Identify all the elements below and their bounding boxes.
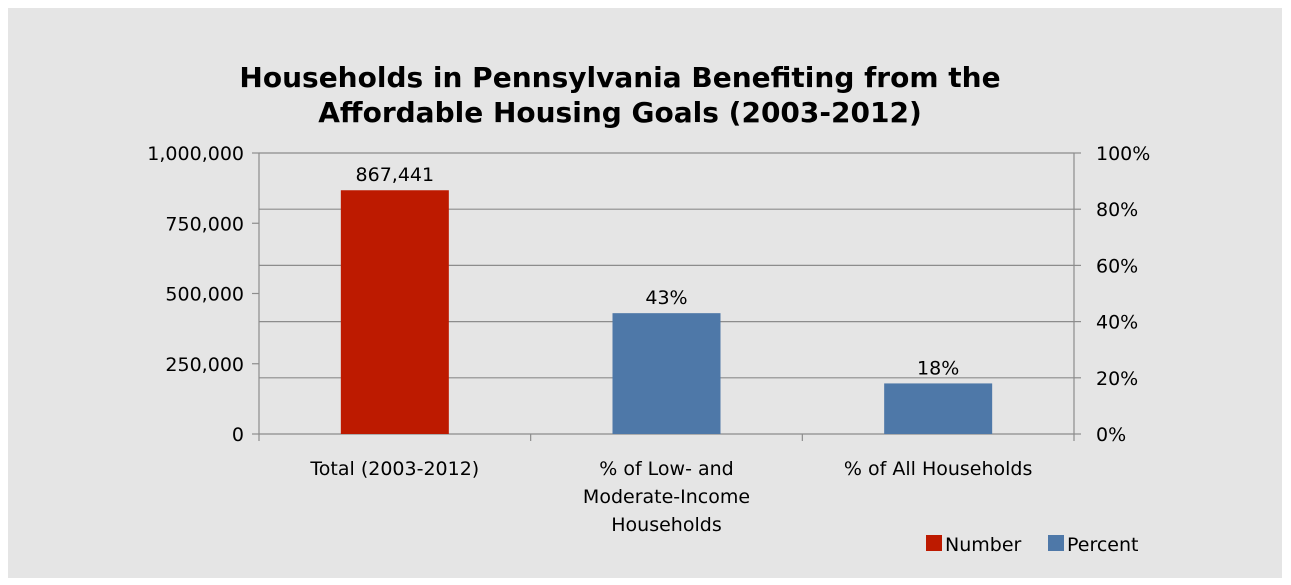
left-tick-label: 500,000 <box>165 284 244 306</box>
bar-percent <box>612 313 721 434</box>
chart-area: 867,441 43% 18% 0 250,000 500,000 750,000 1,00… <box>8 8 1282 578</box>
data-label-percent: 43% <box>645 287 687 309</box>
left-tick-label: 250,000 <box>165 354 244 376</box>
right-tick-label: 80% <box>1096 199 1138 221</box>
chart-title-line-2: Affordable Housing Goals (2003-2012) <box>318 96 922 129</box>
left-tick-label: 1,000,000 <box>147 143 244 165</box>
bar-number <box>340 190 449 434</box>
right-tick-label: 40% <box>1096 312 1138 334</box>
right-tick-label: 0% <box>1096 424 1126 446</box>
data-label-number: 867,441 <box>356 164 435 186</box>
legend-label-percent: Percent <box>1067 534 1139 556</box>
category-label: % of All Households <box>844 458 1033 480</box>
category-label: % of Low- and <box>599 458 734 480</box>
chart-title-line-1: Households in Pennsylvania Benefiting fr… <box>239 61 1000 94</box>
data-label-percent: 18% <box>917 357 959 379</box>
tick-labels: 0 250,000 500,000 750,000 1,000,000 0% 20% 40% 6… <box>147 143 1150 446</box>
legend-swatch-number <box>926 535 942 551</box>
legend: Number Percent <box>926 534 1139 556</box>
category-label: Total (2003-2012) <box>309 458 479 480</box>
category-label: Households <box>611 514 721 536</box>
right-tick-label: 60% <box>1096 255 1138 277</box>
category-labels: Total (2003-2012) % of Low- and Moderate-I… <box>309 458 1032 536</box>
right-tick-label: 100% <box>1096 143 1150 165</box>
left-tick-label: 750,000 <box>165 213 244 235</box>
right-tick-label: 20% <box>1096 368 1138 390</box>
bars <box>340 190 993 434</box>
data-labels: 867,441 43% 18% <box>356 164 960 379</box>
legend-swatch-percent <box>1048 535 1064 551</box>
legend-label-number: Number <box>945 534 1022 556</box>
bar-percent <box>884 383 993 434</box>
category-label: Moderate-Income <box>583 486 750 508</box>
chart-svg: 867,441 43% 18% 0 250,000 500,000 750,000 1,00… <box>147 61 1150 556</box>
left-tick-label: 0 <box>232 424 244 446</box>
